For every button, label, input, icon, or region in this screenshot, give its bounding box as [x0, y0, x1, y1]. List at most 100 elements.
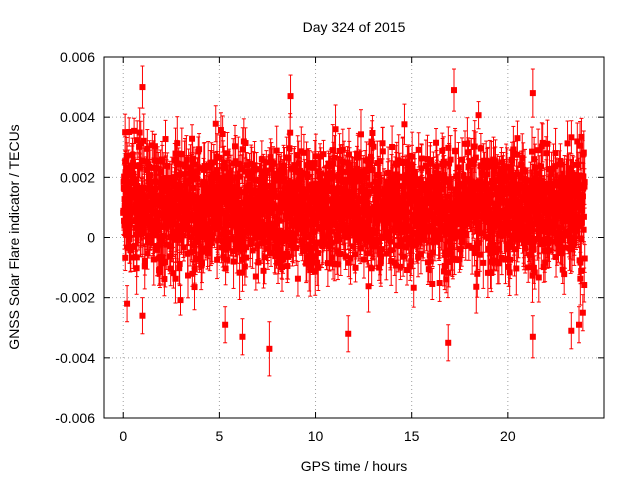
data-point [204, 207, 211, 214]
data-point [151, 232, 158, 239]
data-point [309, 258, 316, 265]
data-point [260, 267, 267, 274]
data-point [136, 129, 143, 136]
data-point [174, 140, 181, 147]
data-point [180, 244, 187, 251]
data-point [332, 126, 339, 133]
data-point [224, 150, 231, 157]
data-point [357, 131, 364, 138]
data-point [127, 247, 134, 254]
data-point [196, 165, 203, 172]
data-point [357, 227, 364, 234]
data-point [337, 165, 344, 172]
data-point [331, 260, 338, 267]
data-point [190, 184, 197, 191]
data-point [222, 233, 229, 240]
data-point [327, 215, 334, 222]
data-point [233, 174, 240, 181]
data-point [144, 213, 151, 220]
data-point [338, 186, 345, 193]
data-point [273, 252, 280, 259]
data-point [297, 167, 304, 174]
data-point [280, 256, 287, 263]
data-point [173, 160, 180, 167]
data-point [162, 136, 169, 143]
data-point [314, 259, 321, 266]
data-point [190, 248, 197, 255]
data-point [177, 297, 184, 304]
data-point [194, 207, 201, 214]
data-point [154, 243, 161, 250]
data-point [356, 177, 363, 184]
data-point [126, 128, 133, 135]
data-point [254, 242, 261, 249]
data-point [305, 163, 312, 170]
data-point [347, 255, 354, 262]
data-point [185, 170, 192, 177]
data-point [141, 185, 148, 192]
data-point [307, 267, 314, 274]
data-point [239, 269, 246, 276]
data-point [176, 260, 183, 267]
data-point [207, 238, 214, 245]
data-point [267, 233, 274, 240]
data-point [352, 251, 359, 258]
data-point [271, 188, 278, 195]
data-point [125, 221, 132, 228]
data-point [255, 230, 262, 237]
data-point [196, 256, 203, 263]
data-point [187, 249, 194, 256]
data-point [238, 166, 245, 173]
data-point [248, 169, 255, 176]
data-point [231, 143, 238, 150]
data-point [241, 263, 248, 270]
data-point [287, 194, 294, 201]
data-point [165, 195, 172, 202]
data-point [328, 228, 335, 235]
data-point [128, 189, 135, 196]
data-point [317, 204, 324, 211]
data-point [242, 140, 249, 147]
data-point [249, 189, 256, 196]
data-point [200, 245, 207, 252]
data-point [190, 161, 197, 168]
data-point [125, 178, 132, 185]
data-point [180, 226, 187, 233]
data-point [294, 152, 301, 159]
data-point [275, 193, 282, 200]
data-point [164, 241, 171, 248]
data-point [303, 190, 310, 197]
data-point [314, 197, 321, 204]
data-point [285, 154, 292, 161]
data-point [199, 260, 206, 267]
data-point [237, 161, 244, 168]
data-point [306, 160, 313, 167]
data-point [330, 160, 337, 167]
data-point [345, 259, 352, 266]
data-point [357, 245, 364, 252]
data-point [238, 200, 245, 207]
data-point [240, 238, 247, 245]
data-point [317, 153, 324, 160]
data-point [312, 153, 319, 160]
data-point [230, 258, 237, 265]
data-point [135, 188, 142, 195]
data-point [130, 254, 137, 261]
data-point [260, 221, 267, 228]
data-point [135, 223, 142, 230]
data-point [149, 221, 156, 228]
data-point [334, 261, 341, 268]
data-point [141, 257, 148, 264]
data-point [279, 193, 286, 200]
data-point [355, 208, 362, 215]
data-point [303, 227, 310, 234]
data-point [354, 212, 361, 219]
data-point [178, 171, 185, 178]
data-point [192, 213, 199, 220]
data-point [209, 190, 216, 197]
data-point [222, 191, 229, 198]
data-point [326, 163, 333, 170]
data-point [337, 250, 344, 257]
data-point [243, 254, 250, 261]
